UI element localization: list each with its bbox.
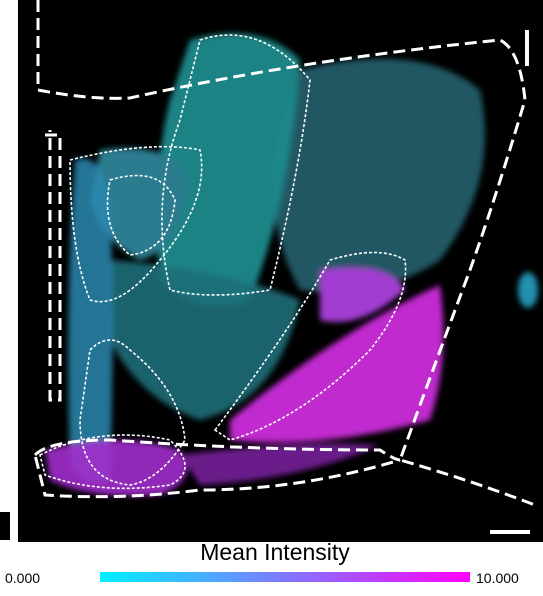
scale-bar-vertical — [525, 30, 529, 66]
figure: Mean Intensity 0.000 10.000 — [0, 0, 543, 596]
colorbar-max-label: 10.000 — [476, 570, 519, 586]
panel-edge — [0, 512, 10, 540]
colorbar-gradient — [100, 572, 470, 582]
scale-bar-horizontal — [490, 530, 530, 534]
colorbar-title: Mean Intensity — [200, 539, 350, 565]
colorbar-min-label: 0.000 — [5, 570, 40, 586]
